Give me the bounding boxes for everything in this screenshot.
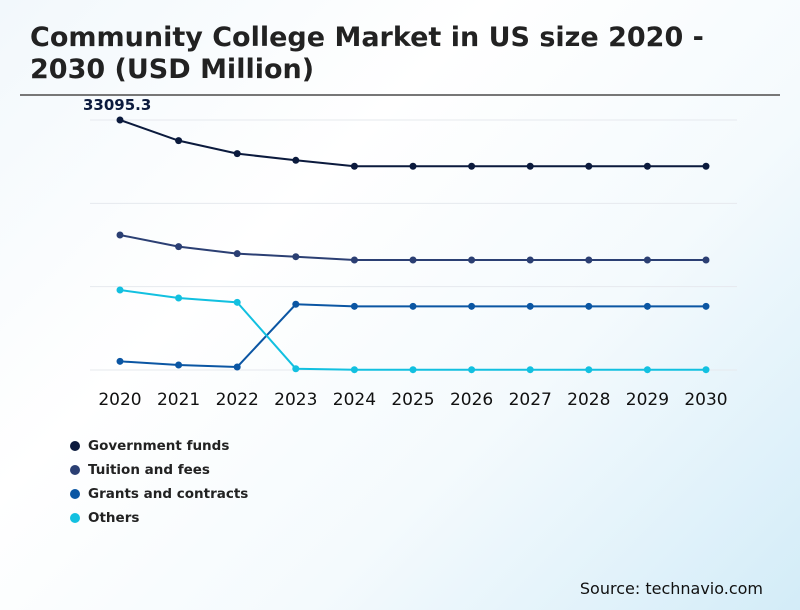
- data-point: [702, 302, 710, 310]
- data-point: [702, 162, 710, 170]
- data-point: [585, 256, 593, 264]
- data-label: 33095.3: [83, 96, 151, 114]
- data-point: [116, 231, 124, 239]
- data-point: [175, 294, 183, 302]
- data-point: [409, 302, 417, 310]
- series-line-0: [119, 119, 706, 168]
- data-point: [702, 256, 710, 264]
- data-point: [643, 302, 651, 310]
- data-point: [116, 286, 124, 294]
- x-tick-label: 2028: [567, 390, 610, 410]
- x-tick-label: 2022: [216, 390, 259, 410]
- data-point: [292, 300, 300, 308]
- legend-item: Others: [70, 506, 248, 530]
- legend-label: Government funds: [88, 438, 230, 454]
- legend-item: Grants and contracts: [70, 482, 248, 506]
- legend: Government funds Tuition and fees Grants a…: [70, 434, 248, 530]
- legend-marker-icon: [70, 465, 80, 475]
- data-point: [175, 137, 183, 145]
- legend-label: Tuition and fees: [88, 462, 210, 478]
- data-point: [526, 162, 534, 170]
- data-point: [116, 357, 124, 365]
- data-point: [233, 363, 241, 371]
- data-point: [409, 366, 417, 374]
- x-tick-label: 2026: [450, 390, 493, 410]
- legend-item: Government funds: [70, 434, 248, 458]
- series-line-2: [119, 303, 706, 368]
- data-point: [233, 150, 241, 158]
- data-point: [233, 298, 241, 306]
- data-point: [585, 162, 593, 170]
- data-point: [468, 302, 476, 310]
- data-point: [116, 116, 124, 124]
- legend-label: Others: [88, 510, 140, 526]
- x-tick-label: 2024: [333, 390, 376, 410]
- data-point: [175, 361, 183, 369]
- x-tick-label: 2029: [626, 390, 669, 410]
- x-tick-label: 2020: [98, 390, 141, 410]
- data-point: [468, 256, 476, 264]
- legend-marker-icon: [70, 513, 80, 523]
- chart-title: Community College Market in US size 2020…: [30, 22, 704, 85]
- x-tick-label: 2025: [391, 390, 434, 410]
- data-point: [175, 243, 183, 251]
- data-point: [643, 366, 651, 374]
- data-point: [526, 302, 534, 310]
- data-point: [468, 162, 476, 170]
- legend-marker-icon: [70, 441, 80, 451]
- series-line-1: [119, 234, 706, 262]
- series-line-3: [119, 289, 706, 371]
- title-divider: [20, 94, 780, 96]
- data-point: [526, 256, 534, 264]
- line-chart: 2020 2021 2022 2023 2024 2025 2026 2027 2028 2029…: [83, 96, 737, 410]
- source-note: Source: technavio.com: [579, 579, 763, 598]
- x-tick-label: 2021: [157, 390, 200, 410]
- legend-marker-icon: [70, 489, 80, 499]
- data-point: [643, 162, 651, 170]
- data-point: [643, 256, 651, 264]
- data-point: [409, 162, 417, 170]
- data-point: [468, 366, 476, 374]
- data-point: [409, 256, 417, 264]
- x-tick-label: 2030: [684, 390, 727, 410]
- legend-item: Tuition and fees: [70, 458, 248, 482]
- data-point: [585, 302, 593, 310]
- legend-label: Grants and contracts: [88, 486, 249, 502]
- data-point: [350, 366, 358, 374]
- data-point: [350, 302, 358, 310]
- data-point: [292, 253, 300, 261]
- data-point: [233, 250, 241, 258]
- data-point: [292, 365, 300, 373]
- data-point: [585, 366, 593, 374]
- data-point: [526, 366, 534, 374]
- data-point: [350, 162, 358, 170]
- data-point: [292, 156, 300, 164]
- x-tick-label: 2027: [509, 390, 552, 410]
- data-point: [702, 366, 710, 374]
- data-point: [350, 256, 358, 264]
- x-tick-label: 2023: [274, 390, 317, 410]
